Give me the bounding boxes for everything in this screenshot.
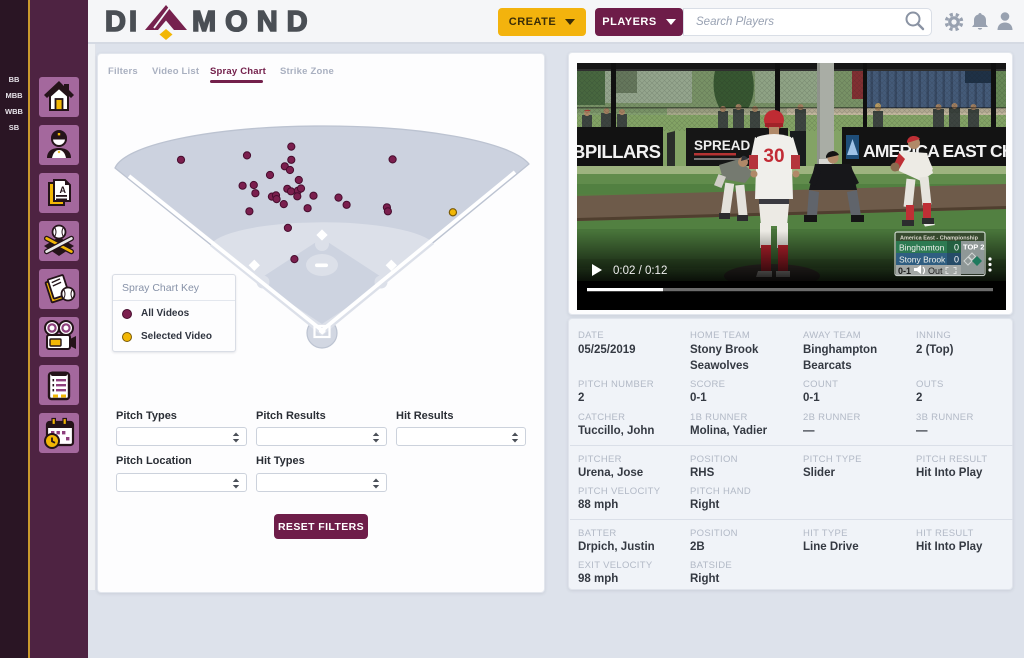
svg-text:America East - Championship: America East - Championship — [900, 236, 979, 242]
svg-text:Binghamton: Binghamton — [899, 243, 945, 253]
svg-text:0: 0 — [954, 255, 959, 265]
svg-text:0-1: 0-1 — [898, 266, 911, 276]
svg-text:Out: Out — [928, 266, 943, 276]
svg-text:TOP 2: TOP 2 — [963, 243, 984, 252]
svg-text:0:02 / 0:12: 0:02 / 0:12 — [613, 265, 667, 277]
svg-text:30: 30 — [763, 146, 784, 167]
svg-text:AMERICA EAST CH: AMERICA EAST CH — [863, 141, 1006, 161]
svg-text:0: 0 — [954, 243, 959, 253]
svg-text:BPILLARS: BPILLARS — [577, 141, 661, 162]
svg-text:SPREAD B: SPREAD B — [694, 138, 764, 153]
svg-text:Stony Brook: Stony Brook — [899, 255, 946, 265]
svg-text:A: A — [60, 185, 67, 195]
